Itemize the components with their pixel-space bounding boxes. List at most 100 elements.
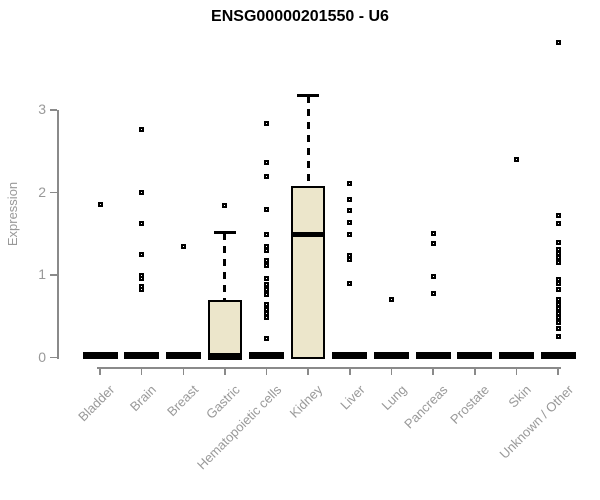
outlier-point xyxy=(347,232,353,238)
x-axis-tick xyxy=(432,367,434,375)
outlier-point xyxy=(264,311,270,317)
x-category-label: Prostate xyxy=(447,382,493,427)
boxplot-flat-box xyxy=(124,351,160,359)
x-axis-tick xyxy=(557,367,559,375)
x-category-label: Breast xyxy=(163,382,201,420)
x-category-label: Unknown / Other xyxy=(496,382,576,462)
outlier-point xyxy=(264,207,270,213)
x-category-label: Skin xyxy=(505,382,535,411)
outlier-point xyxy=(347,219,353,225)
upper-whisker-cap xyxy=(297,94,320,98)
outlier-point xyxy=(139,251,145,257)
x-category-label: Liver xyxy=(336,382,368,413)
boxplot-flat-box xyxy=(249,351,285,359)
outlier-point xyxy=(513,157,519,162)
outlier-point xyxy=(264,282,270,288)
outlier-point xyxy=(264,262,270,268)
outlier-point xyxy=(139,221,145,227)
outlier-point xyxy=(555,326,561,332)
y-axis-tick xyxy=(50,356,57,359)
outlier-point xyxy=(555,297,561,303)
x-axis-tick xyxy=(140,367,143,375)
outlier-point xyxy=(430,241,436,247)
x-axis-line xyxy=(97,367,562,369)
boxplot-flat-box xyxy=(165,351,201,359)
outlier-point xyxy=(555,251,561,257)
outlier-point xyxy=(430,231,436,237)
outlier-point xyxy=(555,306,561,312)
outlier-point xyxy=(139,190,145,195)
median-line xyxy=(293,232,324,238)
x-axis-tick xyxy=(265,367,268,375)
x-axis-tick xyxy=(182,367,185,375)
outlier-point xyxy=(555,255,561,261)
y-axis-tick xyxy=(50,274,57,276)
outlier-point xyxy=(555,240,561,246)
outlier-point xyxy=(264,160,270,166)
y-tick-label: 0 xyxy=(38,348,46,365)
outlier-point xyxy=(430,274,436,280)
upper-whisker-cap xyxy=(213,231,236,235)
outlier-point xyxy=(347,196,353,202)
upper-whisker xyxy=(223,232,227,300)
outlier-point xyxy=(264,287,270,293)
outlier-point xyxy=(97,201,103,207)
boxplot-flat-box xyxy=(540,351,576,359)
boxplot-flat-box xyxy=(373,351,409,359)
outlier-point xyxy=(555,39,561,45)
outlier-point xyxy=(555,319,561,325)
x-axis-tick xyxy=(307,367,309,375)
outlier-point xyxy=(264,243,270,249)
chart-title: ENSG00000201550 - U6 xyxy=(211,8,389,25)
outlier-point xyxy=(430,290,436,296)
x-category-label: Lung xyxy=(378,382,410,414)
outlier-point xyxy=(347,252,353,258)
outlier-point xyxy=(139,127,145,133)
boxplot-flat-box xyxy=(498,351,534,359)
outlier-point xyxy=(347,208,353,214)
x-category-label: Bladder xyxy=(75,382,118,425)
outlier-point xyxy=(555,311,561,317)
outlier-point xyxy=(555,315,561,321)
outlier-point xyxy=(264,275,270,281)
y-tick-label: 1 xyxy=(38,266,46,282)
outlier-point xyxy=(264,302,270,308)
upper-whisker xyxy=(306,95,310,186)
outlier-point xyxy=(555,333,561,339)
y-axis-tick xyxy=(50,109,57,111)
outlier-point xyxy=(555,213,561,219)
y-tick-label: 3 xyxy=(38,101,46,117)
outlier-point xyxy=(555,302,561,308)
x-category-label: Brain xyxy=(127,382,160,415)
boxplot-box xyxy=(207,299,242,360)
outlier-point xyxy=(264,173,270,179)
outlier-point xyxy=(347,180,353,186)
y-axis-tick xyxy=(50,191,57,194)
outlier-point xyxy=(555,221,561,227)
outlier-point xyxy=(264,336,270,342)
outlier-point xyxy=(347,256,353,262)
boxplot-flat-box xyxy=(332,351,368,359)
x-category-label: Kidney xyxy=(287,382,326,421)
x-axis-tick xyxy=(515,367,518,375)
outlier-point xyxy=(264,120,270,126)
x-axis-tick xyxy=(99,367,101,375)
x-axis-tick xyxy=(349,367,351,375)
outlier-point xyxy=(555,260,561,266)
boxplot-box xyxy=(291,185,326,360)
boxplot-flat-box xyxy=(457,351,493,359)
y-axis-line xyxy=(57,110,59,359)
outlier-point xyxy=(555,280,561,286)
x-axis-tick xyxy=(224,367,226,375)
outlier-point xyxy=(180,243,186,249)
x-axis-tick xyxy=(390,367,393,375)
outlier-point xyxy=(264,307,270,313)
outlier-point xyxy=(264,315,270,321)
outlier-point xyxy=(264,247,270,253)
outlier-point xyxy=(388,297,394,303)
outlier-point xyxy=(222,203,228,209)
outlier-point xyxy=(264,292,270,298)
outlier-point xyxy=(264,257,270,263)
outlier-point xyxy=(139,286,145,292)
